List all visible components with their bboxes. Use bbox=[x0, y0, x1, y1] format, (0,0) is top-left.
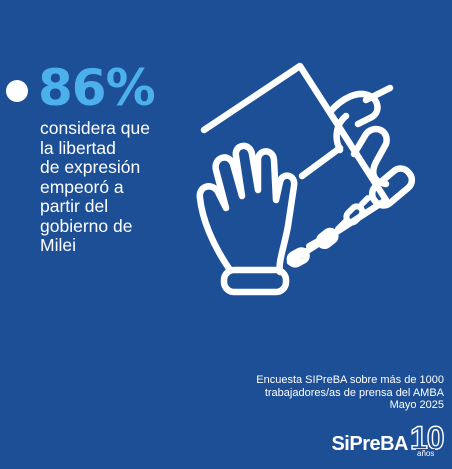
left-cuff bbox=[220, 266, 290, 296]
headline-description: considera que la libertad de expresión e… bbox=[40, 118, 150, 255]
anniversary-badge: 10 años bbox=[409, 419, 445, 460]
source-line-population: trabajadores/as de prensa del AMBA bbox=[264, 386, 444, 399]
bullet-dot bbox=[6, 80, 28, 102]
source-line-date: Mayo 2025 bbox=[389, 399, 444, 411]
source-note: Encuesta SIPreBA sobre más de 1000 traba… bbox=[244, 374, 444, 412]
chain bbox=[286, 195, 371, 268]
source-line-survey: Encuesta SIPreBA sobre más de 1000 bbox=[256, 374, 444, 386]
pen bbox=[298, 144, 344, 180]
right-cuff bbox=[368, 165, 416, 209]
right-hand bbox=[326, 90, 390, 188]
headline-stat: 86% bbox=[38, 59, 156, 117]
logo-name: SiPreBA bbox=[331, 433, 408, 455]
anniversary-unit: años bbox=[416, 449, 436, 458]
chained-hand-writing-on-paper-icon bbox=[190, 58, 440, 308]
left-hand bbox=[196, 142, 298, 276]
pen-top bbox=[362, 84, 394, 104]
sipreba-logo: SiPreBA 10 años bbox=[331, 419, 445, 460]
